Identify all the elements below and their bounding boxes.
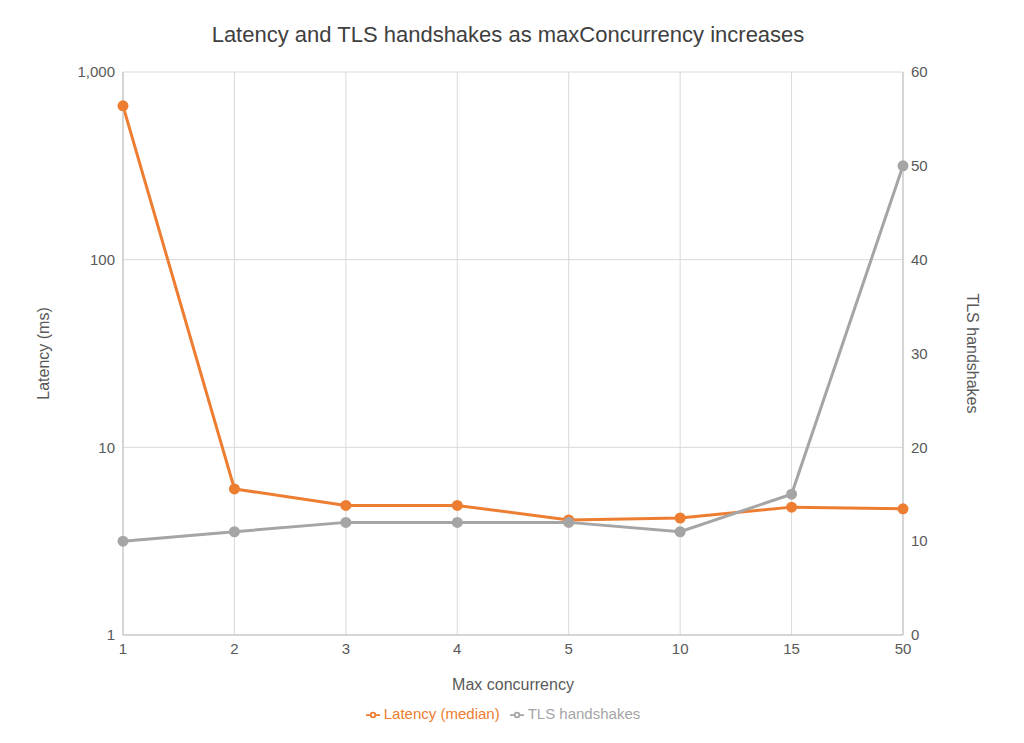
html-text:Latency (median): Latency (median) [383,705,500,722]
svg-text:2: 2 [230,640,238,657]
svg-text:30: 30 [911,345,928,362]
svg-text:1: 1 [119,640,127,657]
svg-text:10: 10 [911,532,928,549]
svg-text:100: 100 [90,251,115,268]
svg-text:10: 10 [98,439,115,456]
svg-text:Latency (ms): Latency (ms) [35,307,52,399]
svg-text:1: 1 [107,626,115,643]
svg-text:TLS handshakes: TLS handshakes [964,293,981,413]
svg-text:50: 50 [895,640,912,657]
svg-text:Max concurrency: Max concurrency [452,676,574,693]
html-text:Latency and TLS handshakes as: Latency and TLS handshakes as maxConcurr… [211,22,805,47]
svg-text:3: 3 [342,640,350,657]
svg-text:15: 15 [783,640,800,657]
svg-text:5: 5 [565,640,573,657]
svg-text:4: 4 [453,640,461,657]
svg-text:20: 20 [911,439,928,456]
svg-text:60: 60 [911,63,928,80]
svg-text:40: 40 [911,251,928,268]
svg-text:1,000: 1,000 [77,63,115,80]
svg-text:0: 0 [911,626,919,643]
html-text:TLS handshakes: TLS handshakes [527,705,641,722]
svg-text:10: 10 [672,640,689,657]
svg-text:50: 50 [911,157,928,174]
